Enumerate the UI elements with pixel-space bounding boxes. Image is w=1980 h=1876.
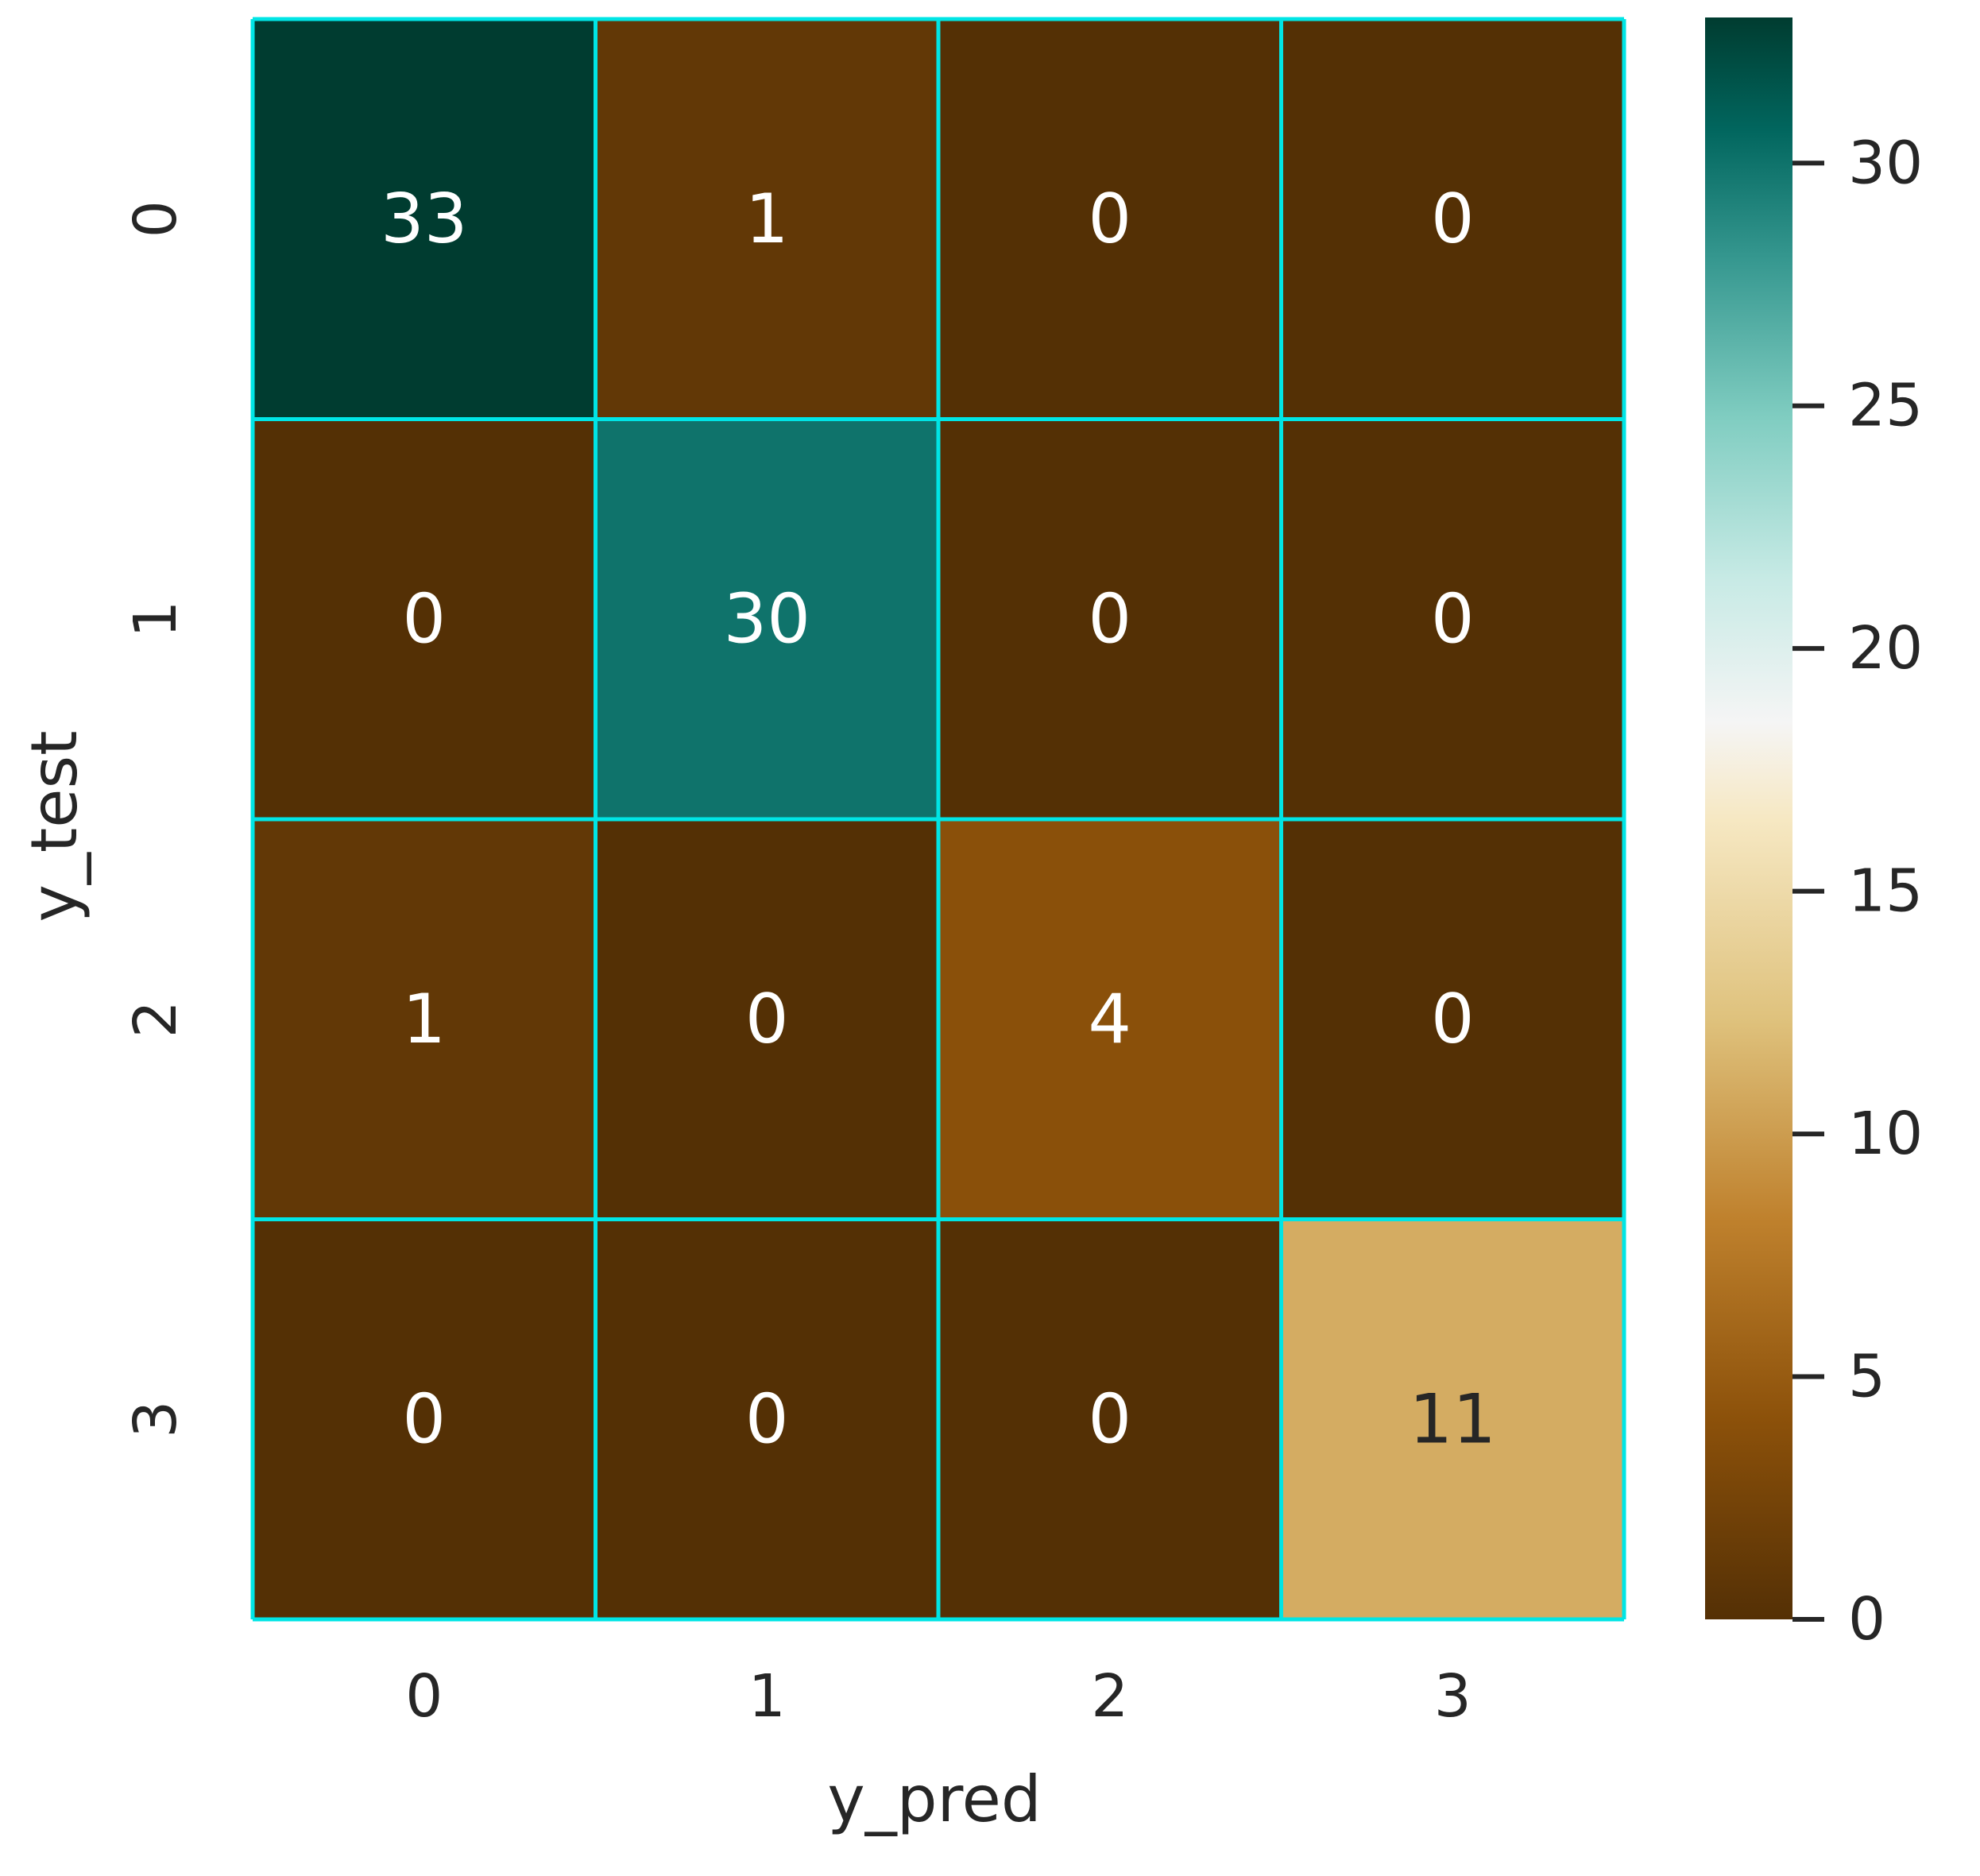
- heatmap-cell-r0-c0: [253, 19, 596, 420]
- heatmap-cell-r0-c3: [1281, 19, 1624, 420]
- heatmap-cell-value-r3-c0: 0: [402, 1379, 446, 1459]
- x-tick-label: 3: [1434, 1662, 1471, 1731]
- heatmap-cell-r1-c1: [595, 419, 938, 819]
- heatmap-cell-r3-c3: [1281, 1219, 1624, 1619]
- heatmap-cell-value-r3-c2: 0: [1088, 1379, 1131, 1459]
- heatmap-cell-value-r0-c2: 0: [1088, 180, 1131, 259]
- heatmap-cell-value-r2-c0: 1: [402, 980, 446, 1059]
- colorbar-tick-label: 10: [1848, 1100, 1923, 1168]
- y-tick-label: 0: [122, 200, 190, 238]
- colorbar-tick-label: 0: [1848, 1585, 1885, 1654]
- heatmap-cell-value-r3-c1: 0: [745, 1379, 789, 1459]
- colorbar: 0 5 10 15 20 25 30: [1705, 17, 1923, 1654]
- heatmap-cell-r1-c3: [1281, 419, 1624, 819]
- y-axis-label: y_test: [17, 731, 91, 923]
- heatmap-cell-value-r1-c0: 0: [402, 579, 446, 659]
- x-tick-label: 0: [405, 1662, 443, 1731]
- heatmap-annotations: 33 1 0 0 0 30 0 0 1 0 4 0 0 0 0 11: [381, 180, 1496, 1460]
- colorbar-tick-label: 30: [1848, 129, 1923, 197]
- heatmap-cell-value-r1-c2: 0: [1088, 579, 1131, 659]
- heatmap-cell-r2-c1: [595, 819, 938, 1220]
- y-tick-label: 3: [122, 1401, 190, 1438]
- x-axis-ticks: 0 1 2 3: [405, 1662, 1471, 1731]
- x-tick-label: 1: [748, 1662, 786, 1731]
- heatmap-cell-value-r2-c1: 0: [745, 980, 789, 1059]
- heatmap-grid-lines: [250, 17, 1626, 1622]
- heatmap-cell-r2-c3: [1281, 819, 1624, 1220]
- heatmap-cell-r3-c0: [253, 1219, 596, 1619]
- heatmap-cell-value-r0-c1: 1: [745, 180, 789, 259]
- heatmap-cell-value-r0-c0: 33: [381, 180, 467, 259]
- y-axis-ticks: 0 1 2 3: [122, 200, 190, 1438]
- colorbar-tick-label: 5: [1848, 1343, 1885, 1411]
- heatmap-cell-r2-c2: [938, 819, 1282, 1220]
- heatmap-cell-r2-c0: [253, 819, 596, 1220]
- heatmap-cells: [253, 19, 1624, 1619]
- heatmap-cell-value-r3-c3: 11: [1410, 1379, 1496, 1459]
- heatmap-cell-r1-c2: [938, 419, 1282, 819]
- heatmap-cell-value-r1-c3: 0: [1431, 579, 1475, 659]
- heatmap-cell-value-r2-c3: 0: [1431, 980, 1475, 1059]
- colorbar-tick-label: 15: [1848, 857, 1923, 926]
- x-axis-label: y_pred: [827, 1762, 1041, 1836]
- colorbar-tick-label: 25: [1848, 372, 1923, 440]
- heatmap-cell-r0-c1: [595, 19, 938, 420]
- heatmap-cell-value-r0-c3: 0: [1431, 180, 1475, 259]
- heatmap-cell-value-r2-c2: 4: [1088, 980, 1131, 1059]
- heatmap-cell-r3-c1: [595, 1219, 938, 1619]
- y-tick-label: 1: [122, 601, 190, 638]
- x-tick-label: 2: [1091, 1662, 1128, 1731]
- heatmap-cell-r1-c0: [253, 419, 596, 819]
- y-tick-label: 2: [122, 1000, 190, 1038]
- heatmap-cell-r3-c2: [938, 1219, 1282, 1619]
- heatmap-cell-r0-c2: [938, 19, 1282, 420]
- colorbar-tick-label: 20: [1848, 614, 1923, 683]
- colorbar-ticks: 0 5 10 15 20 25 30: [1792, 129, 1923, 1654]
- colorbar-gradient: [1705, 17, 1792, 1619]
- heatmap-cell-value-r1-c1: 30: [724, 579, 810, 659]
